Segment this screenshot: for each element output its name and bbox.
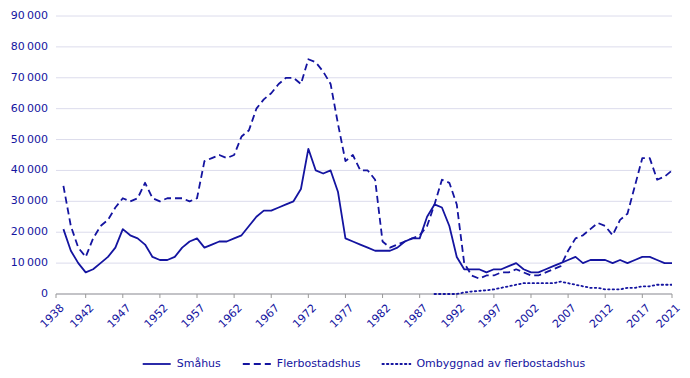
x-tick [56,294,57,298]
x-tick-label: 1982 [364,302,393,331]
x-tick-label: 2021 [654,302,683,331]
grid-line [56,201,672,202]
legend-label: Ombyggnad av flerbostadshus [416,357,585,370]
y-tick-label: 40 000 [11,163,48,176]
x-tick-label: 1967 [253,302,282,331]
x-axis: 19381942 1947 1952 1957 1962 1967 1972 1977 1982… [38,294,683,331]
legend-label: Småhus [177,357,221,370]
x-axis-line [56,294,672,295]
x-tick-label: 1997 [476,302,505,331]
x-tick [271,294,272,298]
x-tick [568,294,569,298]
plot-lines [63,59,672,294]
x-tick [308,294,309,298]
x-tick-label: 1987 [401,302,430,331]
x-tick-label: 1938 [38,302,67,331]
legend-swatch [143,363,171,365]
x-tick-label: 1947 [105,302,134,331]
grid-line [56,232,672,233]
grid-line [56,108,672,109]
x-tick [672,294,673,298]
y-axis: 0 10 000 20 000 30 000 40 000 50 000 60 000 70 … [11,9,48,300]
legend-swatch [382,363,410,365]
x-tick-label: 1962 [216,302,245,331]
y-tick-label: 10 000 [11,256,48,269]
x-tick-label: 1952 [142,302,171,331]
series-line [435,282,672,294]
legend-item: Flerbostadshus [243,357,361,370]
x-tick-label: 2002 [513,302,542,331]
grid-line [56,263,672,264]
y-tick-label: 90 000 [11,9,48,22]
x-tick-label: 2007 [550,302,579,331]
x-tick-label: 1957 [179,302,208,331]
series-line [63,149,672,273]
x-tick [419,294,420,298]
x-tick [530,294,531,298]
x-tick [642,294,643,298]
grid [56,16,672,294]
legend-item: Småhus [143,357,221,370]
y-tick-label: 20 000 [11,225,48,238]
legend-swatch [243,363,271,365]
y-tick-label: 0 [41,287,48,300]
grid-line [56,294,672,295]
x-tick [382,294,383,298]
series-line [63,59,672,278]
grid-line [56,77,672,78]
x-tick-label: 2017 [624,302,653,331]
x-tick [159,294,160,298]
x-tick [605,294,606,298]
legend: Småhus Flerbostadshus Ombyggnad av flerbos… [143,357,586,370]
page: {"chart_data": { "type": "line", "color"… [0,0,690,378]
x-tick-label: 1992 [439,302,468,331]
grid-line [56,46,672,47]
y-tick-label: 80 000 [11,40,48,53]
x-tick [345,294,346,298]
grid-line [56,139,672,140]
y-tick-label: 50 000 [11,133,48,146]
x-tick [234,294,235,298]
grid-line [56,16,672,17]
x-tick [197,294,198,298]
y-tick-label: 30 000 [11,194,48,207]
x-tick-label: 1942 [67,302,96,331]
y-tick-label: 70 000 [11,71,48,84]
legend-label: Flerbostadshus [277,357,361,370]
legend-item: Ombyggnad av flerbostadshus [382,357,585,370]
x-tick [122,294,123,298]
x-tick-label: 1972 [290,302,319,331]
x-tick [493,294,494,298]
x-tick-label: 2012 [587,302,616,331]
x-tick [85,294,86,298]
y-tick-label: 60 000 [11,102,48,115]
x-tick-label: 1977 [327,302,356,331]
chart: 0 10 000 20 000 30 000 40 000 50 000 60 000 70 … [0,0,690,378]
